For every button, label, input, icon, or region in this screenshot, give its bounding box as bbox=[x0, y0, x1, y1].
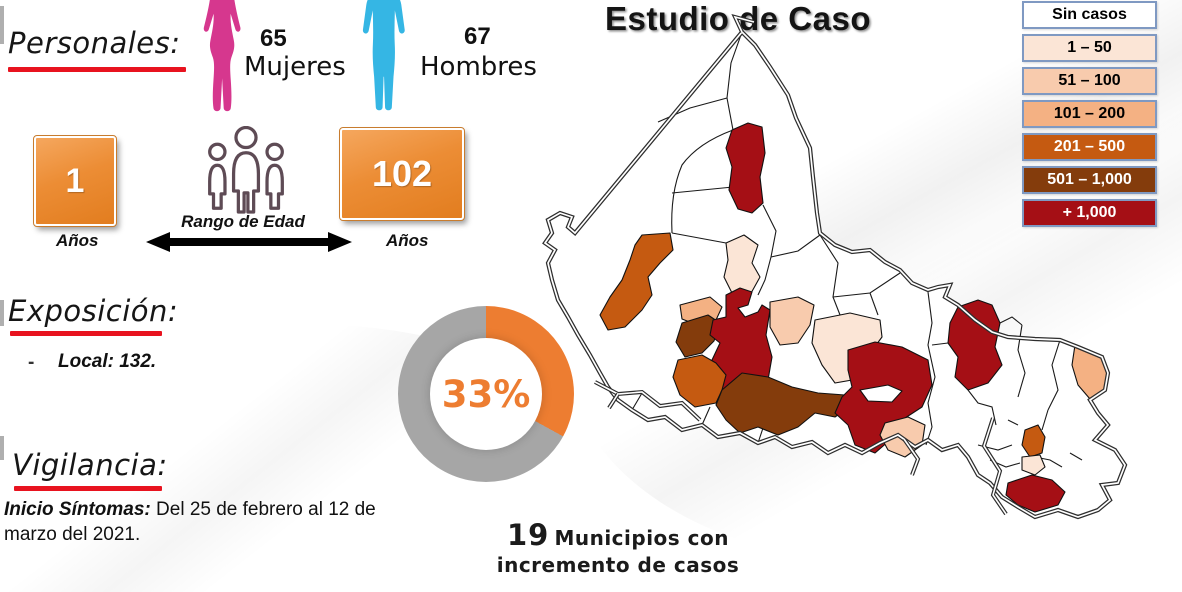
vigilancia-heading: Vigilancia: bbox=[12, 448, 168, 482]
state-border bbox=[542, 28, 1128, 520]
age-max-value: 102 bbox=[371, 153, 433, 194]
male-count: 67 bbox=[464, 23, 491, 50]
vigilancia-text: Inicio Síntomas: Del 25 de febrero al 12… bbox=[4, 497, 386, 547]
people-group-icon bbox=[208, 126, 284, 214]
legend-item: 201 – 500 bbox=[1022, 133, 1157, 161]
municipality-enclave-no-cases bbox=[859, 384, 903, 403]
municipality-201-500 bbox=[1021, 424, 1046, 458]
municipios-count: 19 bbox=[506, 518, 550, 552]
municipality-1-50 bbox=[1021, 454, 1046, 476]
age-max-box: 102 bbox=[339, 127, 465, 221]
slide-edge-artifact bbox=[0, 436, 4, 460]
municipality-1000plus bbox=[1005, 474, 1066, 513]
vigilancia-detail: Del 25 de febrero al 12 de marzo del 202… bbox=[4, 499, 376, 546]
municipality-1-50 bbox=[723, 234, 761, 298]
municipios-line1: Municipios con bbox=[554, 526, 729, 550]
municipios-callout: 19 Municipios con incremento de casos bbox=[448, 518, 788, 577]
age-max-unit: Años bbox=[386, 231, 429, 250]
municipality-201-500 bbox=[599, 232, 674, 331]
male-icon bbox=[362, 0, 405, 111]
donut-hole: 33% bbox=[430, 338, 542, 450]
rango-edad-label: Rango de Edad bbox=[181, 212, 305, 231]
municipality-1000plus bbox=[947, 299, 1003, 391]
legend-item: 101 – 200 bbox=[1022, 100, 1157, 128]
exposicion-underline bbox=[10, 331, 162, 336]
municipality-51-100 bbox=[769, 296, 815, 346]
female-count: 65 bbox=[260, 25, 287, 52]
legend-item: 51 – 100 bbox=[1022, 67, 1157, 95]
female-label: Mujeres bbox=[244, 52, 346, 82]
municipality-1000plus bbox=[709, 287, 773, 394]
neighbor-border-segments bbox=[594, 13, 1008, 516]
donut-chart: 33% bbox=[398, 306, 574, 482]
age-min-value: 1 bbox=[65, 161, 85, 200]
personales-heading: Personales: bbox=[8, 26, 181, 60]
choropleth-map bbox=[542, 13, 1128, 520]
vigilancia-lead: Inicio Síntomas: bbox=[4, 499, 151, 520]
legend-item: 501 – 1,000 bbox=[1022, 166, 1157, 194]
exposicion-bullet-dash: - bbox=[28, 352, 35, 373]
map-legend: Sin casos 1 – 50 51 – 100 101 – 200 201 – 50… bbox=[1022, 1, 1157, 232]
age-min-box: 1 bbox=[33, 135, 117, 227]
municipality-501-1000 bbox=[715, 372, 853, 436]
legend-item: Sin casos bbox=[1022, 1, 1157, 29]
municipality-501-1000 bbox=[675, 314, 721, 358]
female-icon bbox=[203, 0, 241, 112]
case-municipalities bbox=[599, 122, 1109, 513]
legend-item: 1 – 50 bbox=[1022, 34, 1157, 62]
male-label: Hombres bbox=[420, 52, 537, 82]
municipality-1000plus bbox=[725, 122, 766, 214]
exposicion-bullet-text: Local: 132. bbox=[58, 351, 157, 372]
age-min-unit: Años bbox=[56, 231, 99, 250]
age-range-arrow bbox=[146, 232, 352, 252]
municipios-line2: incremento de casos bbox=[496, 552, 740, 577]
slide-edge-artifact bbox=[0, 6, 4, 44]
municipal-boundaries bbox=[631, 31, 1083, 468]
exposicion-heading: Exposición: bbox=[8, 294, 179, 328]
legend-item: + 1,000 bbox=[1022, 199, 1157, 227]
personales-underline bbox=[8, 67, 186, 72]
donut-percent-label: 33% bbox=[441, 372, 531, 416]
vigilancia-underline bbox=[14, 486, 162, 491]
slide-edge-artifact bbox=[0, 300, 4, 326]
